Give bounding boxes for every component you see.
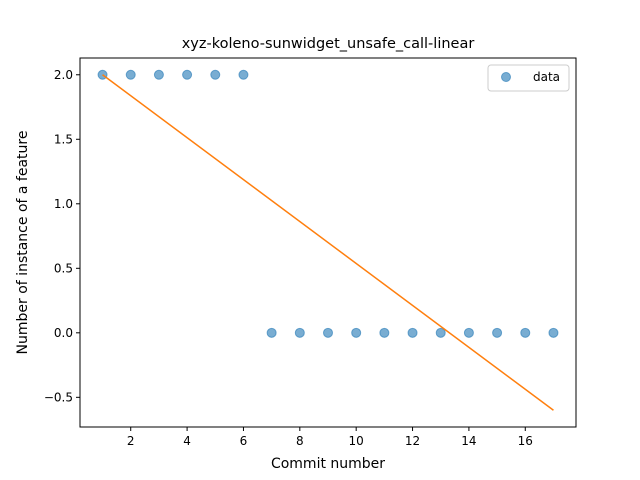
x-axis-ticks: 2 4 6 8 10 12 14 16	[127, 427, 533, 448]
y-tick-label: 0.5	[54, 261, 73, 275]
data-point	[294, 327, 305, 338]
y-tick-label: 2.0	[54, 68, 73, 82]
x-tick-label: 6	[240, 434, 248, 448]
data-point	[548, 327, 559, 338]
y-axis-label: Number of instance of a feature	[15, 131, 31, 355]
x-tick-label: 14	[461, 434, 476, 448]
data-point	[323, 327, 333, 338]
x-tick-label: 16	[518, 434, 533, 448]
plot-frame	[79, 57, 577, 428]
data-point	[351, 327, 362, 338]
y-tick-label: 0.0	[54, 326, 73, 340]
data-point	[407, 327, 418, 338]
x-tick-label: 12	[405, 434, 420, 448]
data-point	[182, 69, 193, 80]
fit-line	[102, 74, 554, 411]
y-axis-ticks: −0.5 0.0 0.5 1.0 1.5 2.0	[44, 68, 80, 404]
data-point	[125, 69, 136, 80]
data-point	[435, 327, 446, 338]
chart-title: xyz-koleno-sunwidget_unsafe_call-linear	[182, 36, 475, 52]
data-point	[266, 327, 277, 338]
x-axis-label: Commit number	[271, 456, 385, 472]
data-point	[492, 327, 503, 338]
x-tick-label: 4	[183, 434, 191, 448]
y-tick-label: 1.0	[54, 197, 73, 211]
data-point	[238, 69, 249, 80]
legend: data	[487, 64, 570, 92]
data-point	[463, 327, 474, 338]
legend-box	[487, 64, 570, 92]
y-tick-label: −0.5	[44, 390, 73, 404]
data-point	[153, 69, 164, 80]
x-tick-label: 2	[127, 434, 135, 448]
data-point	[379, 327, 390, 338]
y-tick-label: 1.5	[54, 132, 73, 146]
x-tick-label: 10	[349, 434, 364, 448]
legend-label: data	[533, 70, 560, 84]
x-tick-label: 8	[296, 434, 304, 448]
data-point	[210, 69, 221, 80]
data-point	[520, 327, 531, 338]
legend-marker	[501, 72, 511, 82]
series-layer	[97, 69, 559, 411]
